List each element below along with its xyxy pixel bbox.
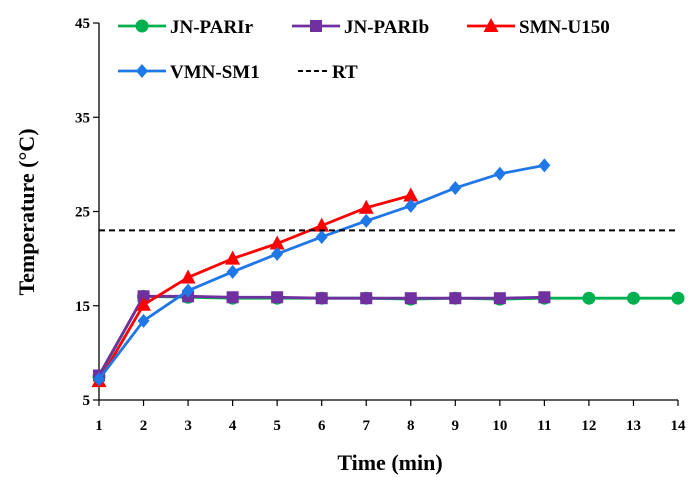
x-tick-label: 13 xyxy=(626,418,641,434)
data-point-jn-parib xyxy=(226,291,239,304)
data-point-jn-parir xyxy=(626,291,640,305)
data-point-vmn-sm1 xyxy=(404,198,417,213)
y-axis-title: Temperature (°C) xyxy=(14,128,39,295)
legend-label-rt: RT xyxy=(332,62,358,83)
y-tick-label: 25 xyxy=(75,205,90,221)
data-point-smn-u150 xyxy=(358,199,374,214)
data-point-vmn-sm1 xyxy=(360,213,373,228)
data-point-vmn-sm1 xyxy=(493,166,506,181)
data-point-jn-parib xyxy=(404,292,417,305)
data-point-jn-parir xyxy=(671,291,685,305)
series-smn-u150 xyxy=(91,187,419,388)
data-point-jn-parib xyxy=(449,292,462,305)
legend-item-jn-parir: JN-PARIr xyxy=(118,17,254,38)
legend-marker-smn-u150 xyxy=(483,18,499,32)
data-point-jn-parir xyxy=(582,291,596,305)
legend-item-vmn-sm1: VMN-SM1 xyxy=(118,62,260,83)
legend-item-smn-u150: SMN-U150 xyxy=(467,17,610,38)
x-tick-label: 6 xyxy=(318,418,326,434)
x-tick-label: 5 xyxy=(273,418,281,434)
x-tick-label: 2 xyxy=(140,418,148,434)
data-point-smn-u150 xyxy=(225,250,241,265)
data-point-smn-u150 xyxy=(136,296,152,311)
legend-marker-jn-parir xyxy=(135,19,149,33)
data-point-smn-u150 xyxy=(269,235,285,250)
data-point-vmn-sm1 xyxy=(137,313,150,328)
y-tick-label: 45 xyxy=(75,16,90,32)
legend-item-rt: RT xyxy=(298,62,358,83)
x-tick-label: 1 xyxy=(95,418,103,434)
legend-item-jn-parib: JN-PARIb xyxy=(292,17,429,38)
series-line-jn-parir xyxy=(97,294,678,378)
data-point-vmn-sm1 xyxy=(538,158,551,173)
x-tick-label: 7 xyxy=(362,418,370,434)
series-line-smn-u150 xyxy=(97,194,412,382)
x-tick-label: 10 xyxy=(492,418,507,434)
data-point-vmn-sm1 xyxy=(271,246,284,261)
data-point-jn-parib xyxy=(315,292,328,305)
x-tick-label: 3 xyxy=(184,418,192,434)
data-point-jn-parib xyxy=(493,292,506,305)
legend-label-smn-u150: SMN-U150 xyxy=(519,17,610,38)
x-tick-label: 11 xyxy=(537,418,551,434)
legend-marker-jn-parib xyxy=(310,20,322,32)
data-point-vmn-sm1 xyxy=(93,372,105,387)
data-point-smn-u150 xyxy=(314,217,330,232)
x-tick-label: 4 xyxy=(229,418,237,434)
series-line-jn-parib xyxy=(97,294,545,377)
legend-label-jn-parir: JN-PARIr xyxy=(170,17,254,38)
x-tick-label: 14 xyxy=(671,418,687,434)
legend-label-vmn-sm1: VMN-SM1 xyxy=(170,62,260,83)
series-layer xyxy=(91,158,685,388)
data-point-smn-u150 xyxy=(180,269,196,284)
y-tick-label: 35 xyxy=(75,110,90,126)
legend: JN-PARIr JN-PARIb SMN-U150 VMN-SM1 RT xyxy=(118,17,610,83)
x-tick-label: 9 xyxy=(452,418,460,434)
x-tick-label: 12 xyxy=(581,418,596,434)
series-jn-parib xyxy=(93,290,551,382)
legend-marker-vmn-sm1 xyxy=(136,64,148,78)
data-point-jn-parib xyxy=(137,290,150,303)
x-tick-label: 8 xyxy=(407,418,415,434)
series-vmn-sm1 xyxy=(93,158,551,387)
data-point-vmn-sm1 xyxy=(449,180,462,195)
series-jn-parir xyxy=(92,289,685,383)
data-point-jn-parib xyxy=(271,291,284,304)
data-point-vmn-sm1 xyxy=(182,283,195,298)
y-tick-label: 5 xyxy=(83,393,91,409)
data-point-smn-u150 xyxy=(403,187,419,202)
data-point-vmn-sm1 xyxy=(226,264,239,279)
series-line-vmn-sm1 xyxy=(97,163,545,381)
data-point-vmn-sm1 xyxy=(315,229,328,244)
data-point-jn-parib xyxy=(538,291,551,304)
x-axis-title: Time (min) xyxy=(337,450,442,475)
data-point-jn-parib xyxy=(360,292,373,305)
legend-label-jn-parib: JN-PARIb xyxy=(344,17,429,38)
y-tick-label: 15 xyxy=(75,299,90,315)
